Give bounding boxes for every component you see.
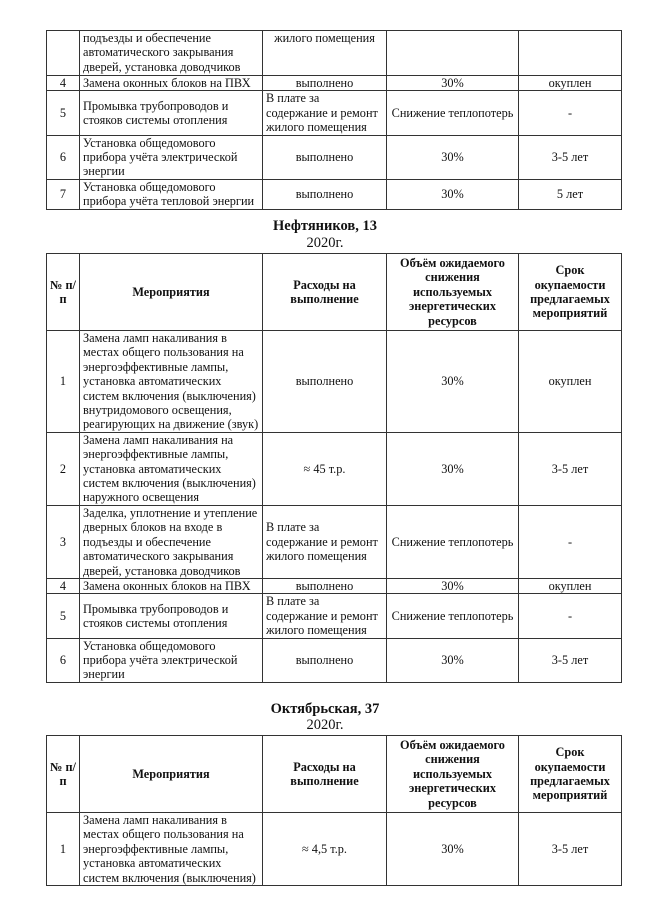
cell-num: 5 xyxy=(46,593,80,639)
cell-cost: выполнено xyxy=(262,74,387,92)
table-row: 6 Установка общедомового прибора учёта эл… xyxy=(46,637,622,683)
cell-cost: В плате за содержание и ремонт жилого по… xyxy=(262,593,387,639)
cell-cost: выполнено xyxy=(262,178,387,210)
table-row: 4 Замена оконных блоков на ПВХ выполнено 30… xyxy=(46,74,622,92)
cell-num: 3 xyxy=(46,504,80,579)
measures-table: № п/п Мероприятия Расходы на выполнение Объ… xyxy=(46,253,622,683)
cell-reduction: Снижение теплопотерь xyxy=(386,90,519,136)
column-header-num: № п/п xyxy=(46,253,80,331)
cell-num: 1 xyxy=(46,330,80,433)
cell-measure: Замена оконных блоков на ПВХ xyxy=(79,577,263,595)
column-header-measure: Мероприятия xyxy=(79,253,263,331)
cell-measure: Замена оконных блоков на ПВХ xyxy=(79,74,263,92)
cell-num xyxy=(46,30,80,76)
cell-payback: 3-5 лет xyxy=(518,431,622,506)
cell-payback: 3-5 лет xyxy=(518,811,622,887)
section-title: Нефтяников, 13 xyxy=(272,218,378,234)
cell-reduction: 30% xyxy=(386,330,519,433)
cell-num: 1 xyxy=(46,811,80,887)
cell-num: 4 xyxy=(46,74,80,92)
table-row: 6 Установка общедомового прибора учёта эл… xyxy=(46,134,622,180)
cell-measure: подъезды и обеспечение автоматического з… xyxy=(79,30,263,76)
table-row: 1 Замена ламп накаливания в местах общего… xyxy=(46,330,622,433)
cell-num: 4 xyxy=(46,577,80,595)
cell-measure: Замена ламп накаливания на энергоэффекти… xyxy=(79,431,263,506)
cell-cost: выполнено xyxy=(262,330,387,433)
cell-payback: 3-5 лет xyxy=(518,637,622,683)
cell-reduction: 30% xyxy=(386,134,519,180)
column-header-payback: Срок окупаемости предлагаемых мероприяти… xyxy=(518,735,622,813)
column-header-measure: Мероприятия xyxy=(79,735,263,813)
column-header-payback: Срок окупаемости предлагаемых мероприяти… xyxy=(518,253,622,331)
cell-payback: - xyxy=(518,504,622,579)
cell-cost: ≈ 4,5 т.р. xyxy=(262,811,387,887)
section-title: Октябрьская, 37 xyxy=(270,701,380,717)
cell-reduction: 30% xyxy=(386,178,519,210)
table-row: 7 Установка общедомового прибора учёта те… xyxy=(46,178,622,210)
cell-measure: Замена ламп накаливания в местах общего … xyxy=(79,330,263,433)
column-header-reduction: Объём ожидаемого снижения используемых э… xyxy=(386,253,519,331)
cell-payback: - xyxy=(518,593,622,639)
cell-reduction: 30% xyxy=(386,637,519,683)
column-header-num: № п/п xyxy=(46,735,80,813)
cell-cost: выполнено xyxy=(262,134,387,180)
table-row: 5 Промывка трубопроводов и стояков систем… xyxy=(46,90,622,136)
cell-measure: Установка общедомового прибора учёта эле… xyxy=(79,637,263,683)
cell-cost: В плате за содержание и ремонт жилого по… xyxy=(262,504,387,579)
table-row: 5 Промывка трубопроводов и стояков систем… xyxy=(46,593,622,639)
column-header-cost: Расходы на выполнение xyxy=(262,253,387,331)
cell-num: 5 xyxy=(46,90,80,136)
table-row: 4 Замена оконных блоков на ПВХ выполнено 30… xyxy=(46,577,622,595)
cell-payback: окуплен xyxy=(518,74,622,92)
cell-reduction: 30% xyxy=(386,431,519,506)
cell-reduction: 30% xyxy=(386,577,519,595)
cell-num: 6 xyxy=(46,637,80,683)
cell-measure: Заделка, уплотнение и утепление дверных … xyxy=(79,504,263,579)
section-year: 2020г. xyxy=(306,235,344,251)
table-header-row: № п/п Мероприятия Расходы на выполнение Объ… xyxy=(46,253,622,331)
cell-reduction xyxy=(386,30,519,76)
cell-reduction: 30% xyxy=(386,811,519,887)
cell-reduction: 30% xyxy=(386,74,519,92)
cell-cost: В плате за содержание и ремонт жилого по… xyxy=(262,90,387,136)
table-row: 3 Заделка, уплотнение и утепление дверных… xyxy=(46,504,622,579)
table-row: подъезды и обеспечение автоматического з… xyxy=(46,30,622,76)
cell-measure: Установка общедомового прибора учёта теп… xyxy=(79,178,263,210)
table-row: 2 Замена ламп накаливания на энергоэффект… xyxy=(46,431,622,506)
cell-reduction: Снижение теплопотерь xyxy=(386,504,519,579)
measures-table: подъезды и обеспечение автоматического з… xyxy=(46,30,622,210)
section-year: 2020г. xyxy=(306,717,344,733)
cell-cost: жилого помещения xyxy=(262,30,387,76)
cell-cost: ≈ 45 т.р. xyxy=(262,431,387,506)
cell-measure: Замена ламп накаливания в местах общего … xyxy=(79,811,263,887)
cell-reduction: Снижение теплопотерь xyxy=(386,593,519,639)
column-header-cost: Расходы на выполнение xyxy=(262,735,387,813)
measures-table: № п/п Мероприятия Расходы на выполнение Объ… xyxy=(46,735,622,887)
column-header-reduction: Объём ожидаемого снижения используемых э… xyxy=(386,735,519,813)
cell-payback: 3-5 лет xyxy=(518,134,622,180)
cell-measure: Промывка трубопроводов и стояков системы… xyxy=(79,90,263,136)
cell-num: 6 xyxy=(46,134,80,180)
cell-num: 7 xyxy=(46,178,80,210)
cell-measure: Установка общедомового прибора учёта эле… xyxy=(79,134,263,180)
cell-measure: Промывка трубопроводов и стояков системы… xyxy=(79,593,263,639)
table-header-row: № п/п Мероприятия Расходы на выполнение Объ… xyxy=(46,735,622,813)
cell-payback: - xyxy=(518,90,622,136)
cell-payback xyxy=(518,30,622,76)
cell-num: 2 xyxy=(46,431,80,506)
cell-payback: 5 лет xyxy=(518,178,622,210)
cell-payback: окуплен xyxy=(518,330,622,433)
cell-payback: окуплен xyxy=(518,577,622,595)
cell-cost: выполнено xyxy=(262,577,387,595)
table-row: 1 Замена ламп накаливания в местах общего… xyxy=(46,811,622,887)
cell-cost: выполнено xyxy=(262,637,387,683)
